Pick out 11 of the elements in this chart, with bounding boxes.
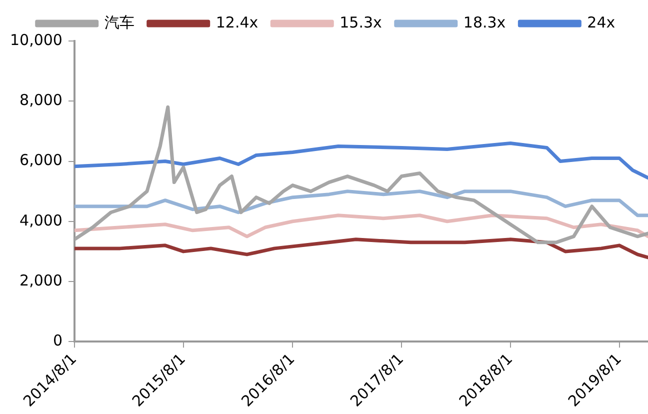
y-tick-label: 2,000 (20, 271, 62, 290)
legend-label: 汽车 (104, 13, 134, 32)
y-tick-label: 0 (52, 332, 62, 350)
legend-label: 24x (587, 13, 616, 32)
legend-label: 18.3x (463, 13, 506, 32)
y-tick-label: 6,000 (20, 151, 62, 170)
y-tick-label: 10,000 (10, 30, 62, 49)
y-tick-label: 8,000 (20, 91, 62, 110)
y-tick-label: 4,000 (20, 211, 62, 230)
legend-label: 15.3x (340, 13, 382, 32)
legend-label: 12.4x (216, 13, 258, 32)
